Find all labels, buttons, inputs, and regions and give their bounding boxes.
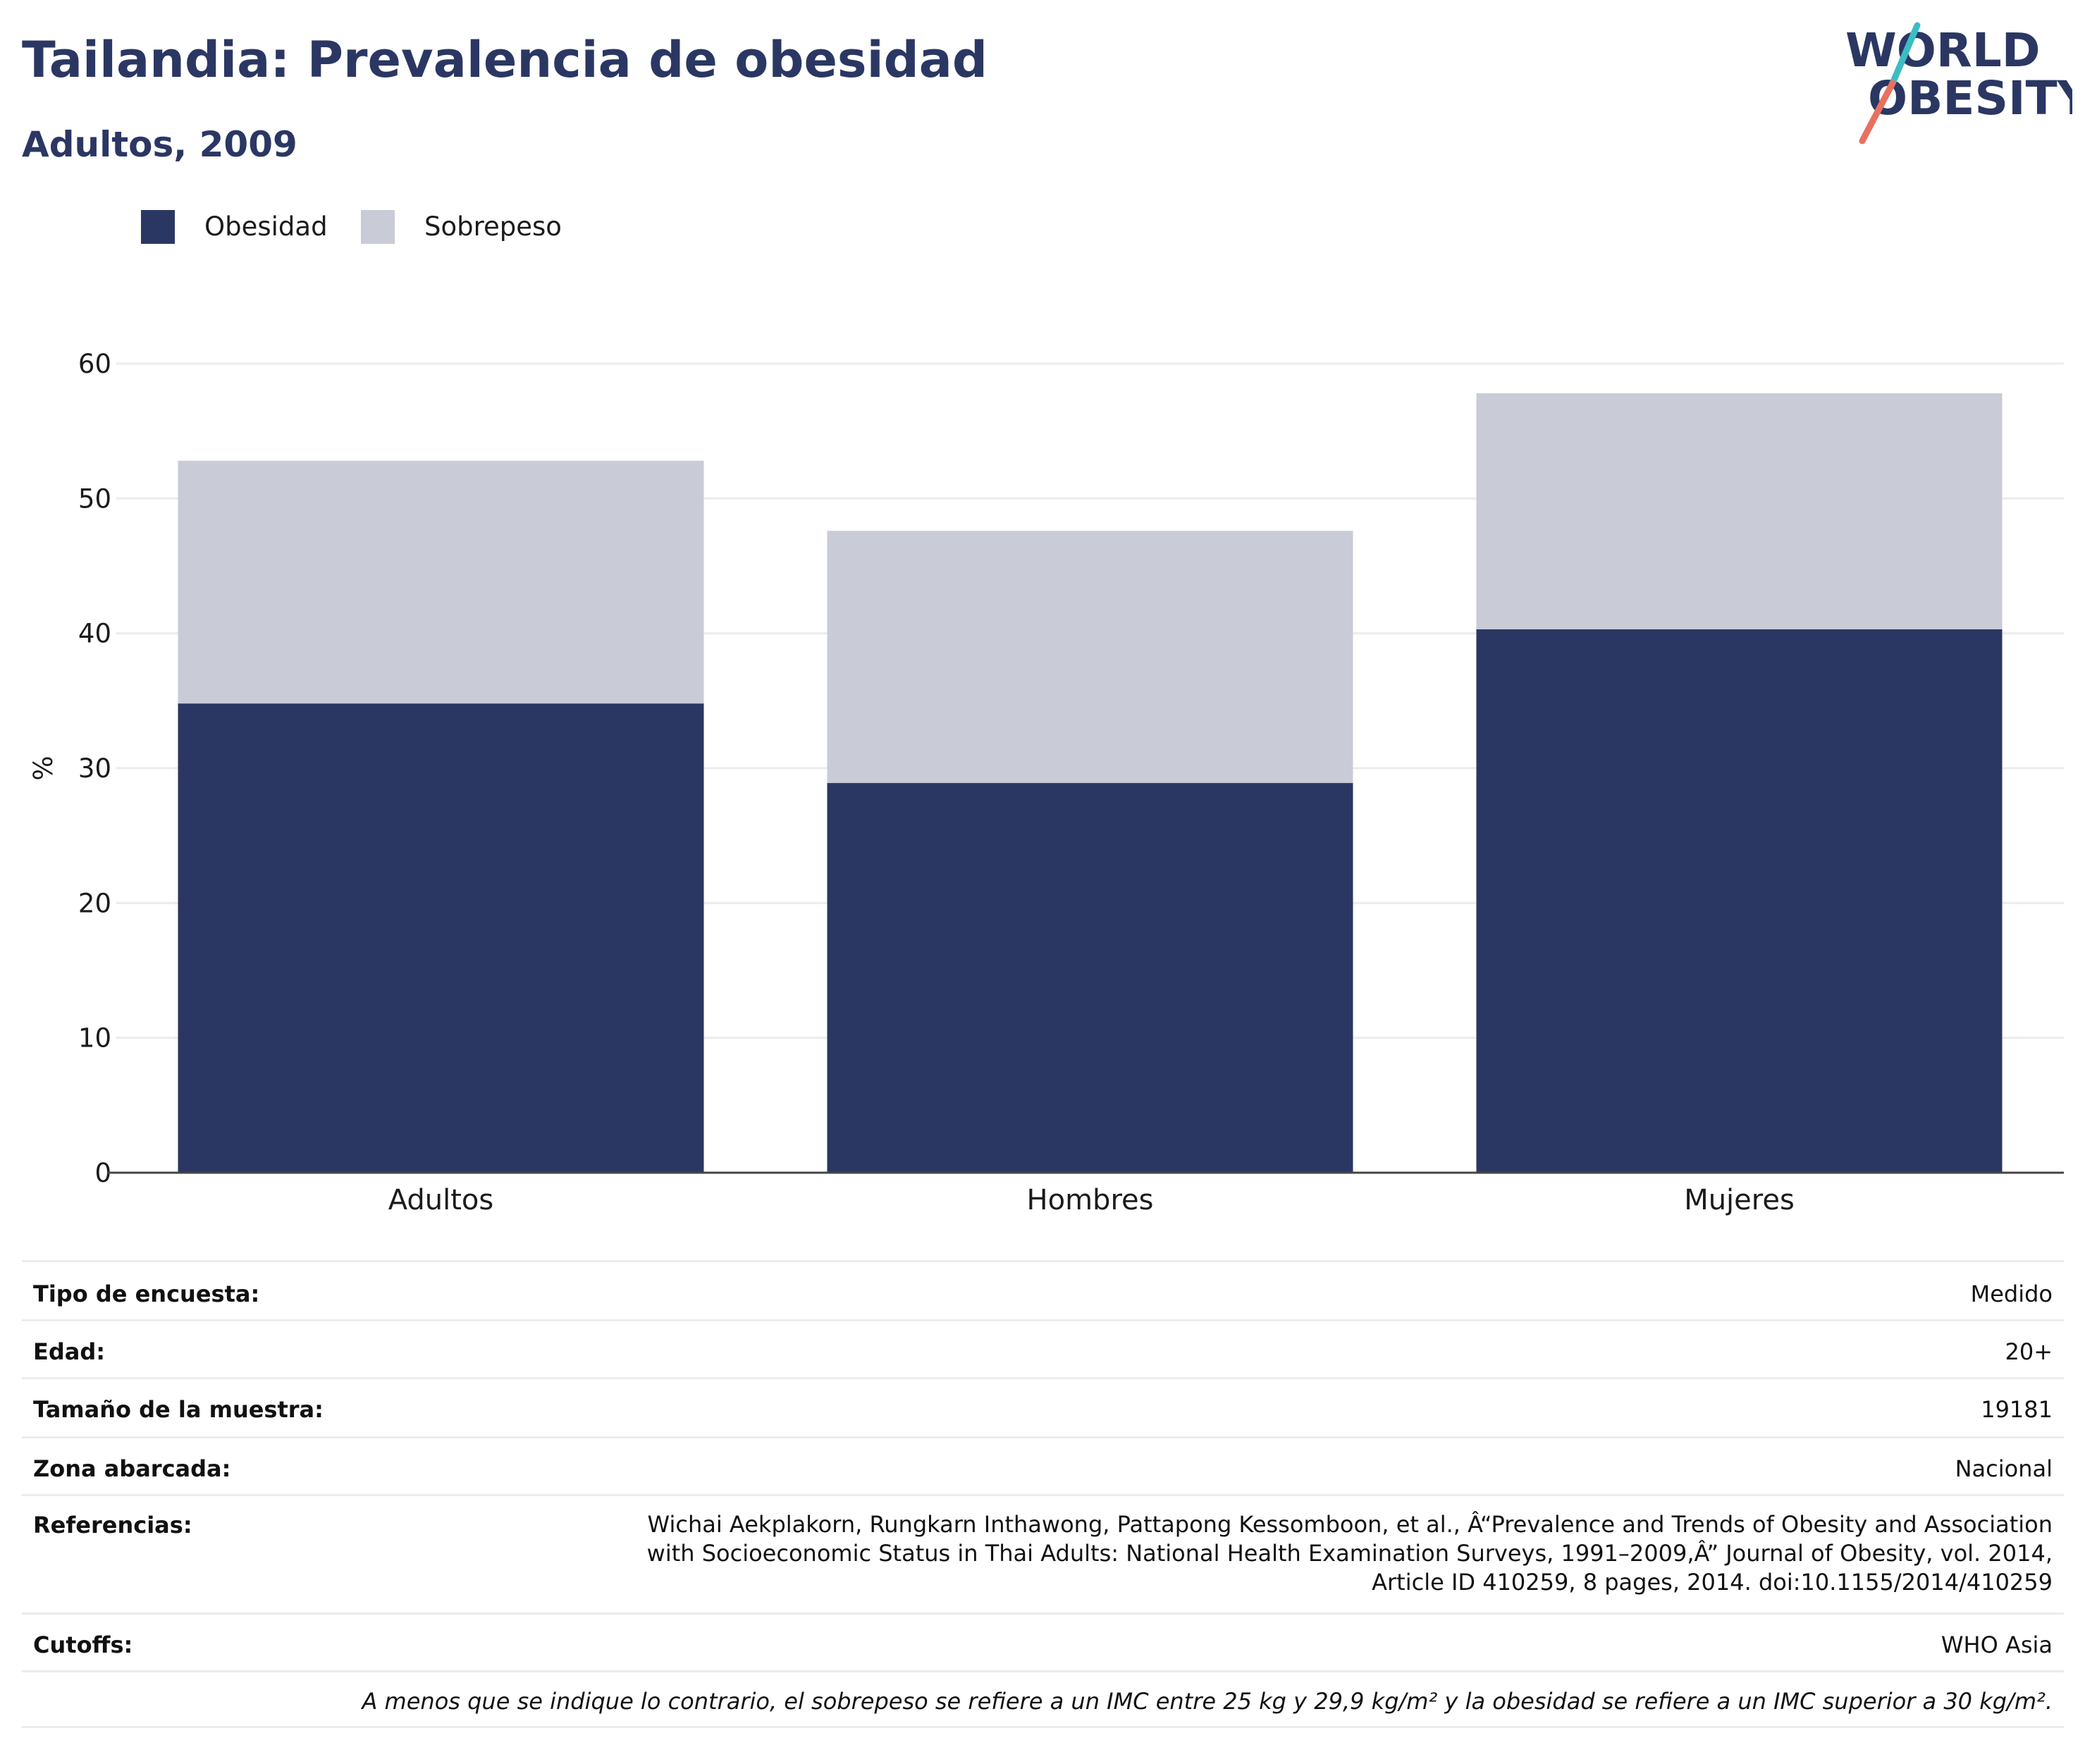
bar-sobrepeso-hombres [827, 531, 1353, 784]
info-key: Zona abarcada: [33, 1455, 231, 1482]
bar-sobrepeso-adultos [178, 460, 704, 704]
info-key: Edad: [33, 1338, 106, 1365]
x-tick-label: Adultos [388, 1184, 494, 1216]
legend-label-sobrepeso: Sobrepeso [424, 211, 562, 242]
info-key: Tipo de encuesta: [33, 1281, 260, 1307]
y-tick-label: 50 [78, 483, 111, 514]
x-tick-label: Hombres [1027, 1184, 1154, 1216]
y-tick-label: 0 [94, 1158, 111, 1188]
info-key: Cutoffs: [33, 1632, 133, 1658]
info-value: 19181 [1981, 1396, 2053, 1423]
bar-chart: 0 10 20 30 40 50 60% Adultos Hombres Mujeres [28, 349, 2064, 1216]
info-row-survey-type: Tipo de encuesta: Medido [22, 1260, 2064, 1319]
info-key: Tamaño de la muestra: [33, 1396, 324, 1423]
footnote: A menos que se indique lo contrario, el … [362, 1688, 2053, 1715]
survey-info-table: Tipo de encuesta: Medido Edad: 20+ Tamañ… [22, 1260, 2064, 1728]
legend-label-obesidad: Obesidad [204, 211, 328, 242]
y-tick-label: 60 [78, 349, 111, 379]
info-row-sample-size: Tamaño de la muestra: 19181 [22, 1377, 2064, 1436]
chart-title: Tailandia: Prevalencia de obesidad [22, 31, 988, 89]
legend-swatch-obesidad [141, 210, 175, 244]
chart-subtitle: Adultos, 2009 [22, 124, 297, 165]
logo-word-world: WORLD [1845, 23, 2041, 78]
y-axis-label: % [28, 755, 59, 780]
info-value-reference: Wichai Aekplakorn, Rungkarn Inthawong, P… [646, 1511, 2053, 1596]
x-tick-label: Mujeres [1684, 1184, 1795, 1216]
world-obesity-logo: WORLD OBESITY [1845, 22, 2072, 144]
y-tick-label: 40 [78, 619, 111, 649]
bar-obesidad-mujeres [1476, 629, 2003, 1173]
bar-obesidad-hombres [827, 783, 1353, 1173]
logo-slash-top [1889, 22, 1921, 87]
info-value: 20+ [2005, 1338, 2053, 1365]
info-value: Medido [1970, 1281, 2053, 1307]
info-value: WHO Asia [1941, 1632, 2053, 1658]
footnote-row: A menos que se indique lo contrario, el … [22, 1670, 2064, 1728]
y-tick-label: 30 [78, 753, 111, 784]
info-row-cutoffs: Cutoffs: WHO Asia [22, 1612, 2064, 1670]
logo-word-obesity: OBESITY [1868, 71, 2072, 125]
y-tick-label: 10 [78, 1023, 111, 1054]
info-row-references: Referencias: Wichai Aekplakorn, Rungkarn… [22, 1494, 2064, 1612]
info-row-area: Zona abarcada: Nacional [22, 1436, 2064, 1494]
y-tick-label: 20 [78, 888, 111, 918]
info-row-age: Edad: 20+ [22, 1319, 2064, 1377]
logo-slash-bottom [1859, 80, 1896, 144]
bar-sobrepeso-mujeres [1476, 393, 2003, 629]
bar-obesidad-adultos [178, 703, 704, 1173]
legend-swatch-sobrepeso [361, 210, 395, 244]
info-value: Nacional [1955, 1455, 2053, 1482]
info-key: Referencias: [33, 1512, 192, 1538]
